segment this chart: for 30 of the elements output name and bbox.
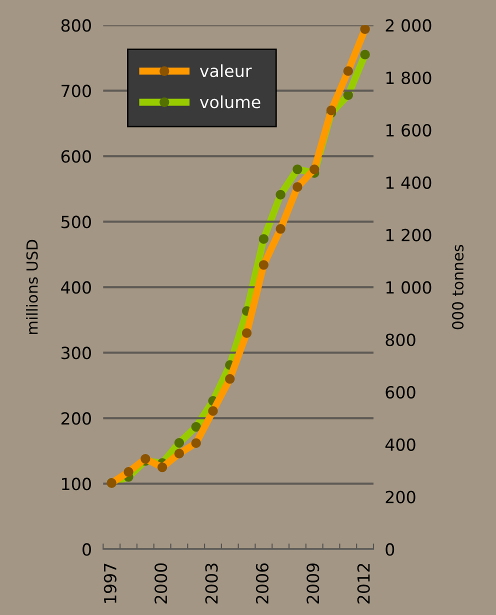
y-tick-label: 600	[61, 150, 91, 163]
y-tick-label: 0	[82, 543, 91, 556]
y2-tick-label: 800	[386, 334, 416, 346]
y2-tick-label: 200	[386, 490, 416, 504]
y-tick-label: 800	[61, 19, 91, 32]
x-tick-label: 2012	[357, 564, 370, 604]
y-tick-label: 100	[62, 478, 91, 490]
x-tick-label: 1997	[104, 564, 116, 603]
y-tick-label: 700	[62, 84, 91, 98]
y2-tick-label: 600	[386, 386, 416, 399]
y2-tick-label: 1 000	[386, 281, 432, 294]
y2-tick-label: 1 600	[386, 124, 432, 137]
y-tick-label: 400	[61, 281, 91, 294]
y-tick-label: 500	[62, 216, 91, 228]
y2-tick-label: 1 200	[386, 228, 432, 242]
x-tick-label: 2000	[154, 563, 168, 604]
y2-tick-label: 1 400	[386, 176, 432, 189]
y-tick-label: 300	[62, 346, 91, 360]
legend-label: valeur	[200, 64, 252, 78]
y2-tick-label: 0	[386, 543, 394, 556]
y-tick-label: 200	[61, 412, 91, 425]
y2-tick-label: 400	[385, 438, 416, 451]
x-tick-label: 2009	[306, 563, 320, 604]
y2-tick-label: 1 800	[386, 72, 432, 84]
y-axis-title: millions USD	[26, 240, 38, 334]
legend-label: volume	[200, 95, 260, 108]
y2-tick-label: 2 000	[386, 19, 432, 32]
y2-axis-title: 000 tonnes	[452, 244, 464, 330]
x-tick-label: 2006	[256, 563, 269, 604]
x-tick-label: 2003	[205, 564, 218, 604]
